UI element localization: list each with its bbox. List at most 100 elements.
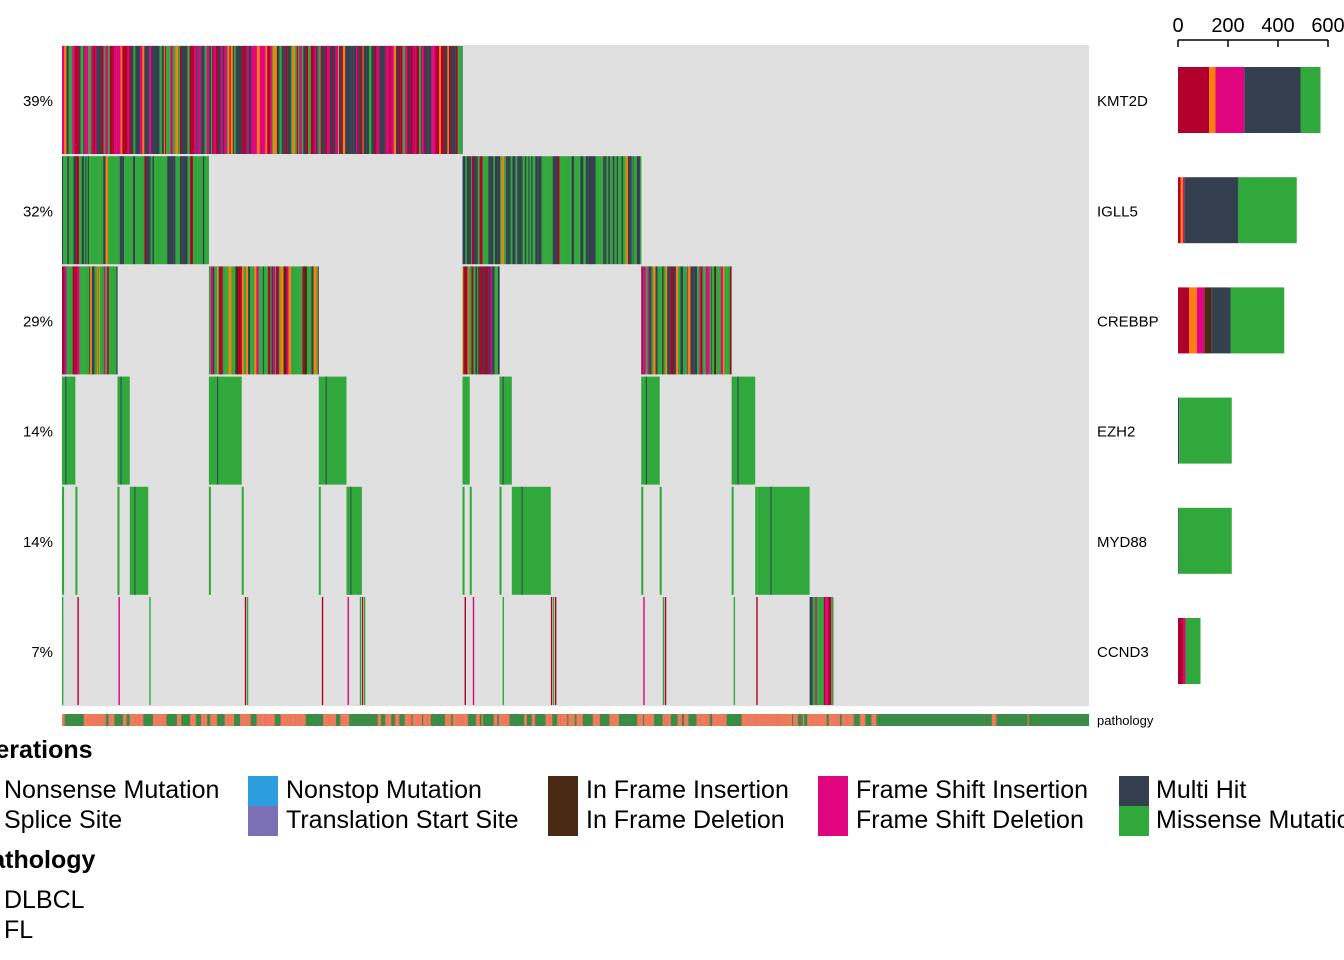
mutation-cell <box>69 266 73 375</box>
mutation-cell <box>185 156 188 265</box>
mutation-cell <box>84 46 87 154</box>
mutation-cell <box>374 46 377 154</box>
mutation-cell <box>524 156 527 265</box>
bar-ccnd3 <box>1178 618 1183 684</box>
mutation-cell <box>756 597 758 705</box>
mutation-cell <box>502 597 504 705</box>
mutation-cell <box>563 156 565 265</box>
mutation-cell <box>252 266 255 375</box>
mutation-cell <box>187 156 191 265</box>
mutation-cell <box>66 46 69 154</box>
mutation-cell <box>83 46 85 154</box>
mutation-cell <box>464 597 466 705</box>
legend-label-inframe-deletion: In Frame Deletion <box>586 806 785 834</box>
mutation-cell <box>828 597 832 705</box>
pathology-cell-dlbcl <box>612 714 616 726</box>
gene-label-ezh2: EZH2 <box>1097 424 1135 441</box>
pathology-cell-dlbcl <box>295 714 300 726</box>
bar-kmt2d <box>1300 67 1321 133</box>
mutation-cell <box>135 156 138 265</box>
mutation-cell <box>349 46 352 154</box>
mutation-cell <box>554 597 557 705</box>
mutation-cell <box>141 156 144 265</box>
mutation-cell <box>286 266 289 375</box>
mutation-cell <box>103 46 106 154</box>
pathology-cell-dlbcl <box>261 714 265 726</box>
gene-label-crebbp: CREBBP <box>1097 314 1159 331</box>
multihit-cell <box>350 486 352 595</box>
mutation-cell <box>627 156 630 265</box>
pathology-cell-dlbcl <box>108 714 115 726</box>
mutation-cell <box>196 46 198 154</box>
mutation-cell <box>258 266 261 375</box>
mutation-cell <box>693 266 695 375</box>
pathology-cell-dlbcl <box>531 714 536 726</box>
mutation-cell <box>130 46 134 154</box>
pathology-cell-dlbcl <box>718 714 724 726</box>
mutation-cell <box>187 46 190 154</box>
mutation-cell <box>473 156 477 265</box>
percent-labels: 39% 32% 29% 14% 14% 7% <box>23 93 53 661</box>
mutation-cell <box>276 46 280 154</box>
mutation-cell <box>129 156 132 265</box>
mutation-cell <box>172 46 174 154</box>
mutation-cell <box>358 46 362 154</box>
pathology-cell-dlbcl <box>323 714 329 726</box>
pathology-cell-dlbcl <box>423 714 428 726</box>
pathology-cell-dlbcl <box>811 714 818 726</box>
pathology-cell-dlbcl <box>452 714 459 726</box>
mutation-cell <box>494 156 498 265</box>
pathology-cell-dlbcl <box>345 714 350 726</box>
mutation-cell <box>700 266 703 375</box>
multihit-cell <box>120 376 122 485</box>
mutation-cell <box>338 46 340 154</box>
mutation-cell <box>683 266 685 375</box>
mutation-cell <box>321 46 324 154</box>
mutation-cell <box>821 597 824 705</box>
mutation-cell <box>180 46 182 154</box>
mutation-cell <box>439 46 442 154</box>
mutation-cell <box>270 46 272 154</box>
mutation-cell <box>237 46 240 154</box>
mutation-cell <box>144 156 147 265</box>
mutation-cell <box>74 266 78 375</box>
mutation-cell <box>323 46 326 154</box>
mutation-cell <box>149 156 151 265</box>
mutation-segment-myd88 <box>346 486 362 595</box>
mutation-segment-ezh2 <box>318 376 347 485</box>
mutation-cell <box>80 46 84 154</box>
mutation-cell <box>545 156 548 265</box>
mutation-cell <box>256 266 259 375</box>
mutation-cell <box>199 46 201 154</box>
mutation-cell <box>131 156 134 265</box>
pathology-cell-dlbcl <box>780 714 786 726</box>
mutation-cell <box>116 156 120 265</box>
pathology-cell-dlbcl <box>545 714 550 726</box>
mutation-cell <box>605 156 607 265</box>
mutation-cell <box>571 156 575 265</box>
mutation-cell <box>405 46 408 154</box>
pathology-cell-dlbcl <box>991 714 995 726</box>
mutation-cell <box>363 597 366 705</box>
pathology-cell-dlbcl <box>832 714 837 726</box>
mutation-cell <box>313 266 317 375</box>
pathology-cell-dlbcl <box>475 714 480 726</box>
pathology-cell-dlbcl <box>802 714 805 726</box>
mutation-cell <box>297 46 300 154</box>
mutation-cell <box>215 46 217 154</box>
legend-swatch-missense <box>1119 806 1149 836</box>
bar-kmt2d <box>1209 67 1216 133</box>
mutation-cell <box>412 46 415 154</box>
bar-crebbp <box>1230 287 1285 354</box>
pathology-cell-dlbcl <box>723 714 727 726</box>
mutation-cell <box>415 46 417 154</box>
mutation-cell <box>444 46 448 154</box>
mutation-cell <box>206 46 210 154</box>
mutation-cell <box>170 46 173 154</box>
mutation-cell <box>325 46 328 154</box>
mutation-cell <box>105 46 108 154</box>
mutation-cell <box>262 266 265 375</box>
pathology-cell-dlbcl <box>458 714 461 726</box>
mutation-cell <box>329 46 333 154</box>
pathology-cell-dlbcl <box>83 714 91 726</box>
